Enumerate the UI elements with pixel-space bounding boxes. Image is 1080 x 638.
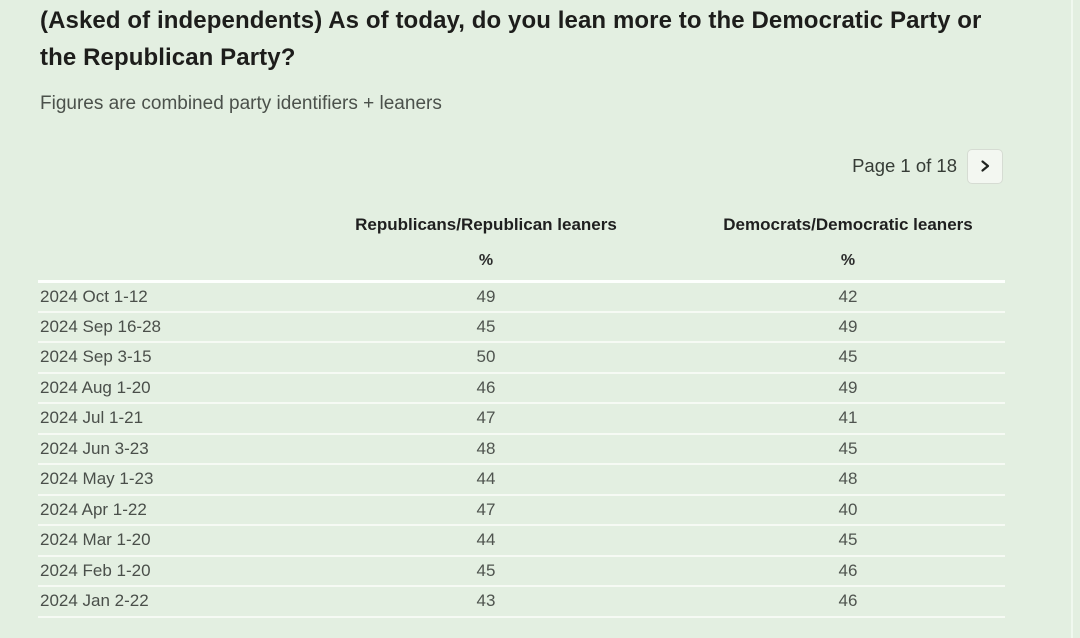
democrats-value-cell: 41 <box>691 403 1005 435</box>
table-row: 2024 Oct 1-12 49 42 <box>38 281 1005 313</box>
republicans-value-cell: 44 <box>281 464 691 496</box>
table-row: 2024 May 1-23 44 48 <box>38 464 1005 496</box>
democrats-value-cell: 48 <box>691 464 1005 496</box>
scroll-edge-divider <box>1071 0 1073 638</box>
republicans-value-cell: 49 <box>281 281 691 313</box>
pagination-label: Page 1 of 18 <box>852 155 957 176</box>
republicans-value-cell: 50 <box>281 342 691 374</box>
row-date-cell: 2024 Jul 1-21 <box>38 403 281 435</box>
table-row: 2024 Feb 1-20 45 46 <box>38 555 1005 587</box>
table-row: 2024 Sep 16-28 45 49 <box>38 311 1005 343</box>
republicans-value-cell: 44 <box>281 525 691 557</box>
date-unit-cell <box>38 242 281 283</box>
republicans-value-cell: 48 <box>281 433 691 465</box>
table-row: 2024 Apr 1-22 47 40 <box>38 494 1005 526</box>
democrats-unit-cell: % <box>691 242 1005 283</box>
poll-data-table: Republicans/Republican leaners Democrats… <box>38 208 1005 618</box>
democrats-value-cell: 45 <box>691 525 1005 557</box>
row-date-cell: 2024 Jan 2-22 <box>38 586 281 618</box>
republicans-value-cell: 43 <box>281 586 691 618</box>
democrats-value-cell: 40 <box>691 494 1005 526</box>
question-subtitle: Figures are combined party identifiers +… <box>40 93 442 114</box>
row-date-cell: 2024 Aug 1-20 <box>38 372 281 404</box>
democrats-value-cell: 46 <box>691 586 1005 618</box>
democrats-value-cell: 45 <box>691 342 1005 374</box>
republicans-value-cell: 46 <box>281 372 691 404</box>
row-date-cell: 2024 Apr 1-22 <box>38 494 281 526</box>
row-date-cell: 2024 Jun 3-23 <box>38 433 281 465</box>
table-row: 2024 Sep 3-15 50 45 <box>38 342 1005 374</box>
date-column-header <box>38 208 281 242</box>
democrats-value-cell: 49 <box>691 311 1005 343</box>
row-date-cell: 2024 Feb 1-20 <box>38 555 281 587</box>
chevron-right-icon <box>978 159 992 173</box>
democrats-value-cell: 46 <box>691 555 1005 587</box>
table-header-row: Republicans/Republican leaners Democrats… <box>38 208 1005 242</box>
table-row: 2024 Jun 3-23 48 45 <box>38 433 1005 465</box>
row-date-cell: 2024 Oct 1-12 <box>38 281 281 313</box>
republicans-unit-cell: % <box>281 242 691 283</box>
democrats-value-cell: 49 <box>691 372 1005 404</box>
republicans-value-cell: 47 <box>281 403 691 435</box>
row-date-cell: 2024 May 1-23 <box>38 464 281 496</box>
row-date-cell: 2024 Sep 3-15 <box>38 342 281 374</box>
democrats-column-header: Democrats/Democratic leaners <box>723 215 973 234</box>
next-page-button[interactable] <box>967 148 1003 184</box>
republicans-value-cell: 47 <box>281 494 691 526</box>
democrats-value-cell: 45 <box>691 433 1005 465</box>
table-row: 2024 Jan 2-22 43 46 <box>38 586 1005 618</box>
row-date-cell: 2024 Mar 1-20 <box>38 525 281 557</box>
republicans-value-cell: 45 <box>281 555 691 587</box>
republicans-column-header: Republicans/Republican leaners <box>355 215 617 234</box>
row-date-cell: 2024 Sep 16-28 <box>38 311 281 343</box>
question-title: (Asked of independents) As of today, do … <box>40 7 982 71</box>
democrats-value-cell: 42 <box>691 281 1005 313</box>
table-row: 2024 Jul 1-21 47 41 <box>38 403 1005 435</box>
table-row: 2024 Aug 1-20 46 49 <box>38 372 1005 404</box>
table-unit-row: % % <box>38 242 1005 283</box>
pagination: Page 1 of 18 <box>852 148 1003 184</box>
table-row: 2024 Mar 1-20 44 45 <box>38 525 1005 557</box>
republicans-value-cell: 45 <box>281 311 691 343</box>
